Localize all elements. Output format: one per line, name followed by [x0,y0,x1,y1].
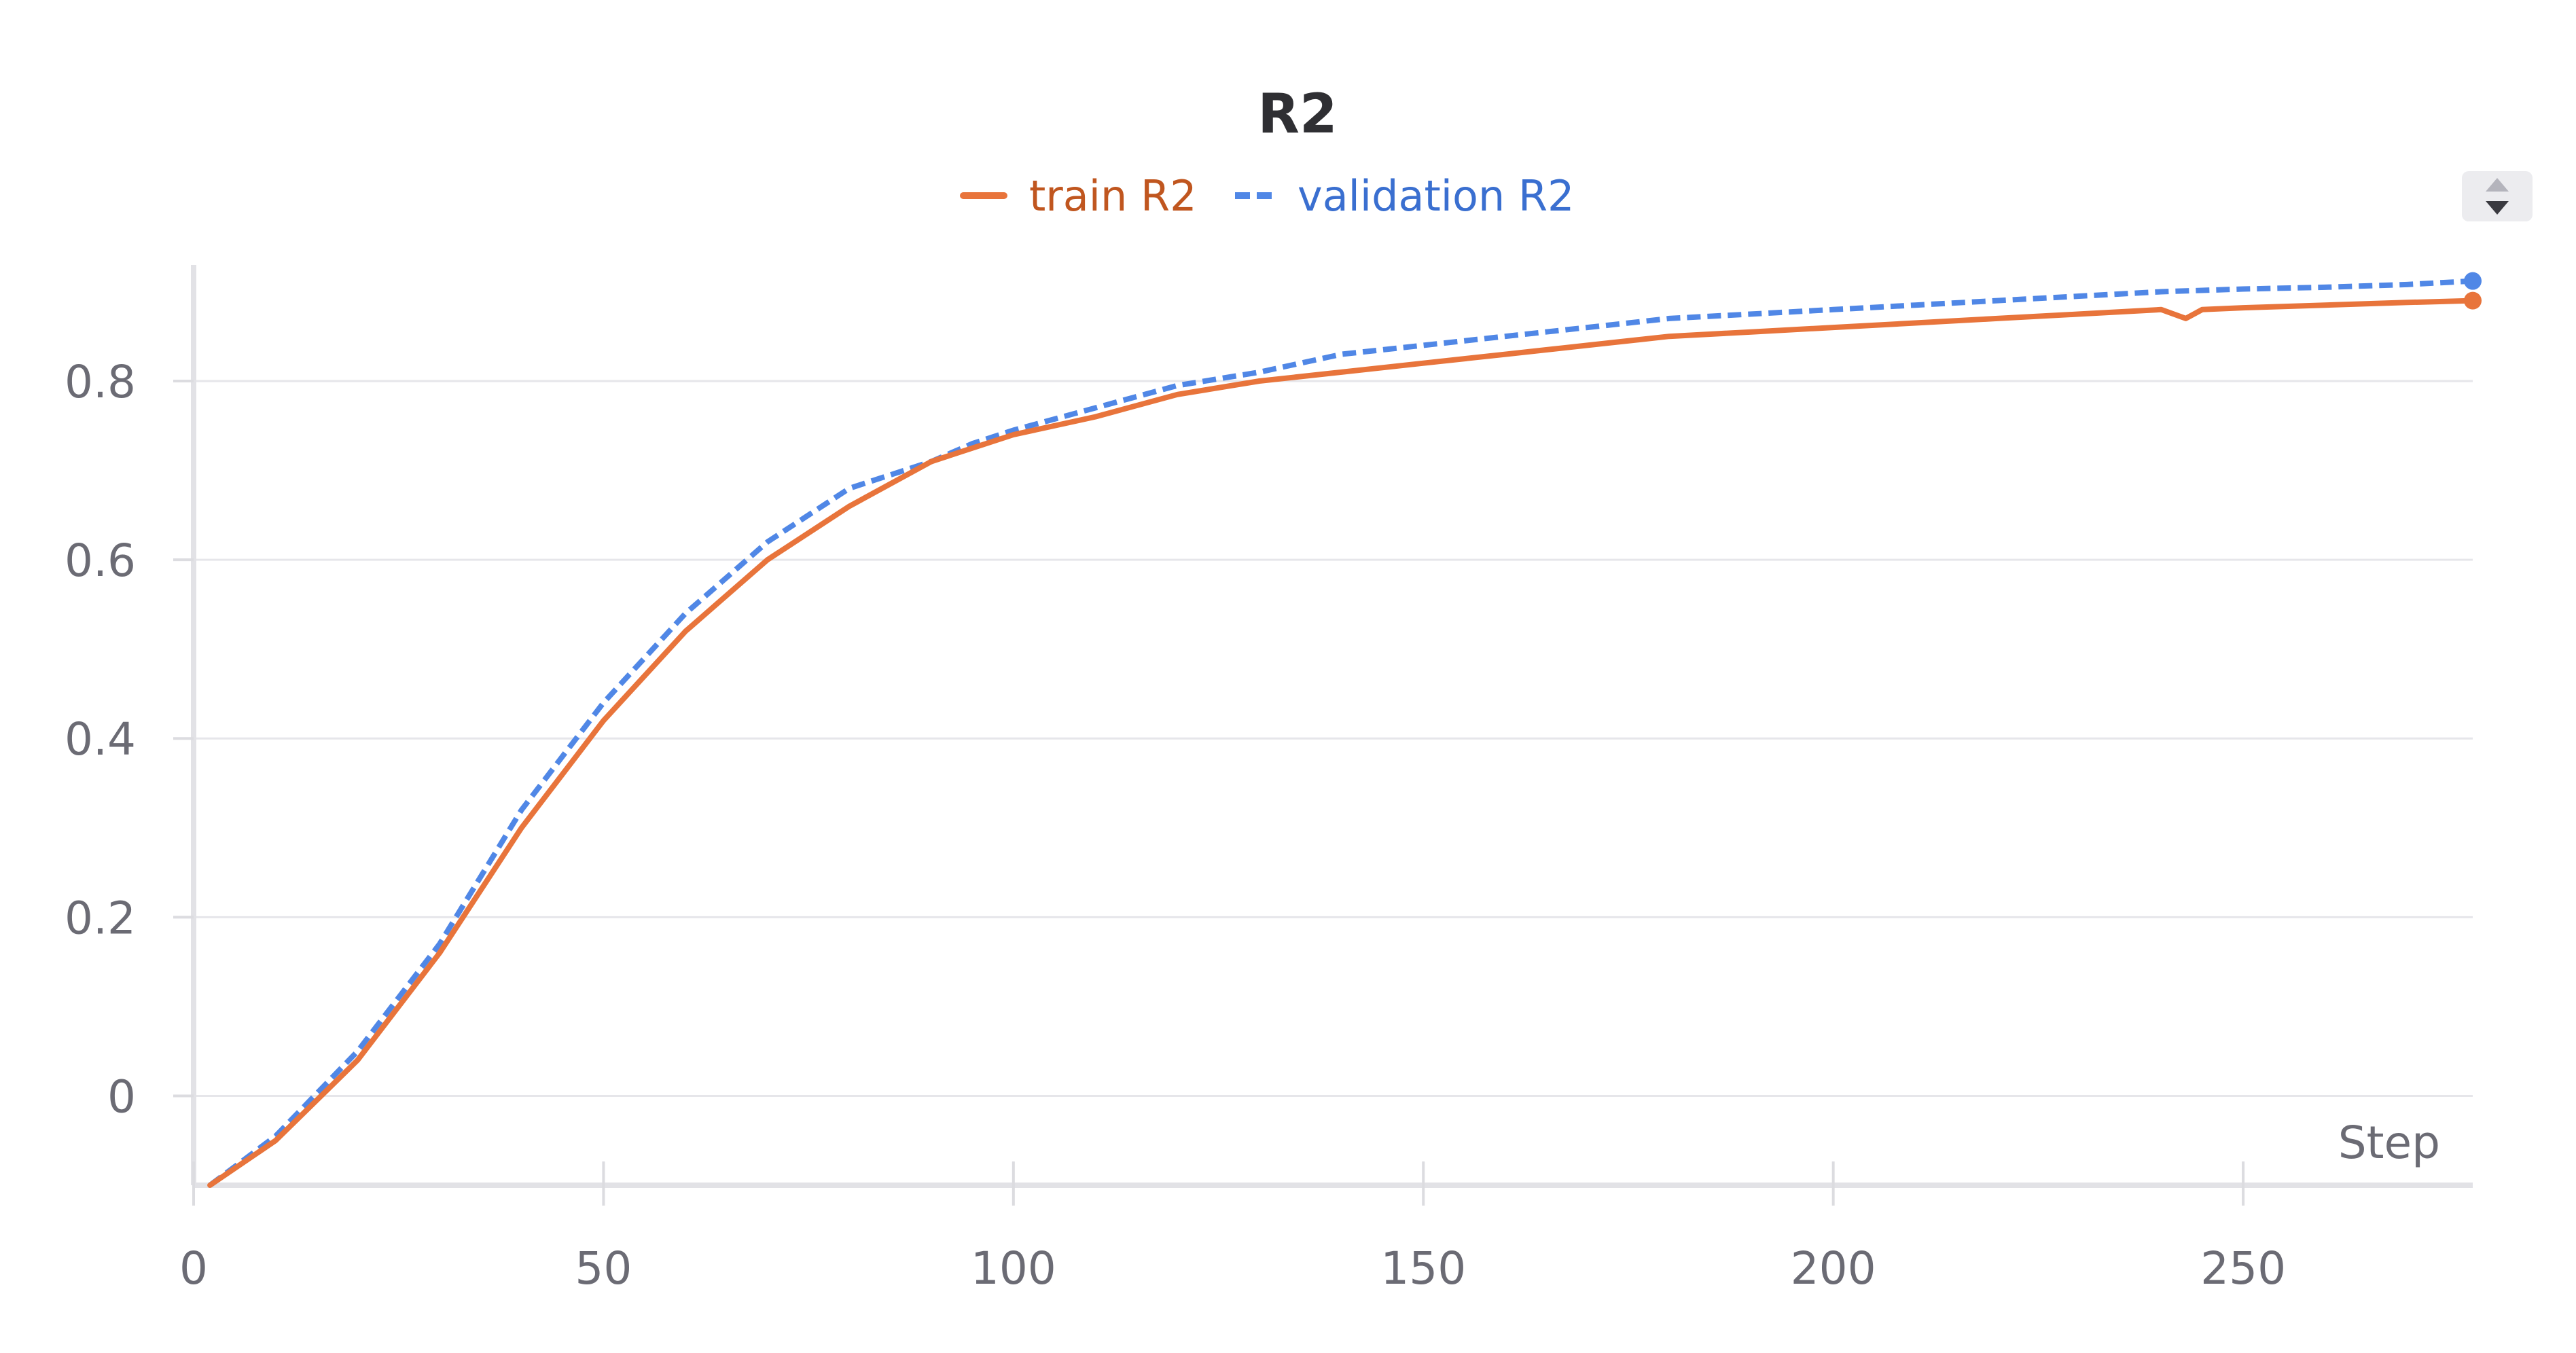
legend-item-validation[interactable]: validation R2 [1235,171,1574,221]
legend-item-train[interactable]: train R2 [960,171,1197,221]
chevron-up-icon [2486,178,2509,192]
legend-label-validation: validation R2 [1298,171,1574,221]
y-axis-ticks: 0 0.2 0.4 0.6 0.8 [65,356,194,1123]
series-line-validation [208,278,2473,1188]
x-tick-label: 250 [2200,1242,2286,1295]
legend-label-train: train R2 [1029,171,1197,221]
chart-title: R2 [1257,82,1337,145]
axes [191,265,2473,1188]
sort-toggle-button[interactable] [2462,171,2533,221]
series-end-point-train [2464,291,2482,310]
y-tick-label: 0.6 [65,535,136,587]
chevron-down-icon [2486,201,2509,215]
series-line-train [207,297,2475,1188]
x-axis-ticks: 0 50 100 150 200 250 [179,1161,2286,1295]
y-tick-label: 0.2 [65,892,136,944]
y-tick-label: 0 [107,1070,136,1123]
series-end-point-validation [2464,272,2482,290]
x-axis-label: Step [2338,1117,2440,1169]
x-tick-label: 150 [1380,1242,1466,1295]
x-tick-label: 50 [575,1242,632,1295]
x-tick-label: 200 [1791,1242,1876,1295]
series-lines [207,272,2482,1188]
x-tick-label: 100 [971,1242,1056,1295]
y-tick-label: 0.4 [65,713,136,765]
legend: train R2 validation R2 [960,171,1574,221]
x-tick-label: 0 [179,1242,208,1295]
grid-lines [194,380,2473,1097]
y-tick-label: 0.8 [65,356,136,408]
sort-toggle-background [2462,171,2533,221]
